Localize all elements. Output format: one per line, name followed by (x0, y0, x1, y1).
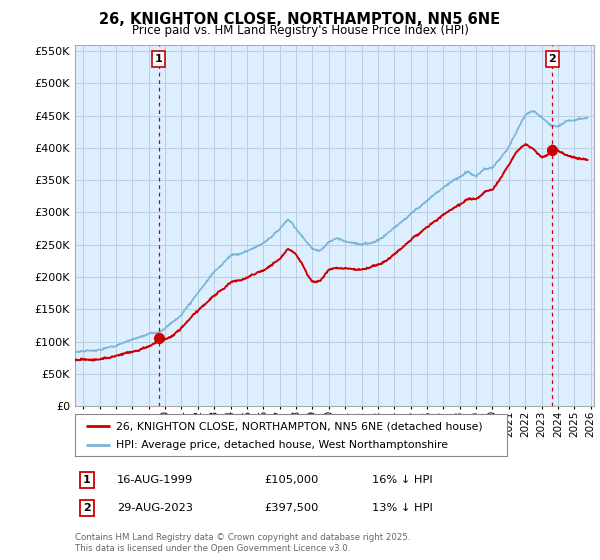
Text: 16-AUG-1999: 16-AUG-1999 (117, 475, 193, 485)
Text: 1: 1 (83, 475, 91, 485)
Text: HPI: Average price, detached house, West Northamptonshire: HPI: Average price, detached house, West… (116, 440, 448, 450)
Text: 26, KNIGHTON CLOSE, NORTHAMPTON, NN5 6NE (detached house): 26, KNIGHTON CLOSE, NORTHAMPTON, NN5 6NE… (116, 421, 482, 431)
Text: 2: 2 (548, 54, 556, 64)
Text: 13% ↓ HPI: 13% ↓ HPI (372, 503, 433, 513)
Text: 2: 2 (83, 503, 91, 513)
Text: Price paid vs. HM Land Registry's House Price Index (HPI): Price paid vs. HM Land Registry's House … (131, 24, 469, 36)
Text: £105,000: £105,000 (264, 475, 319, 485)
Text: Contains HM Land Registry data © Crown copyright and database right 2025.
This d: Contains HM Land Registry data © Crown c… (75, 533, 410, 553)
Text: 26, KNIGHTON CLOSE, NORTHAMPTON, NN5 6NE: 26, KNIGHTON CLOSE, NORTHAMPTON, NN5 6NE (100, 12, 500, 27)
Text: 16% ↓ HPI: 16% ↓ HPI (372, 475, 433, 485)
Text: 29-AUG-2023: 29-AUG-2023 (117, 503, 193, 513)
Text: £397,500: £397,500 (264, 503, 319, 513)
Text: 1: 1 (155, 54, 163, 64)
